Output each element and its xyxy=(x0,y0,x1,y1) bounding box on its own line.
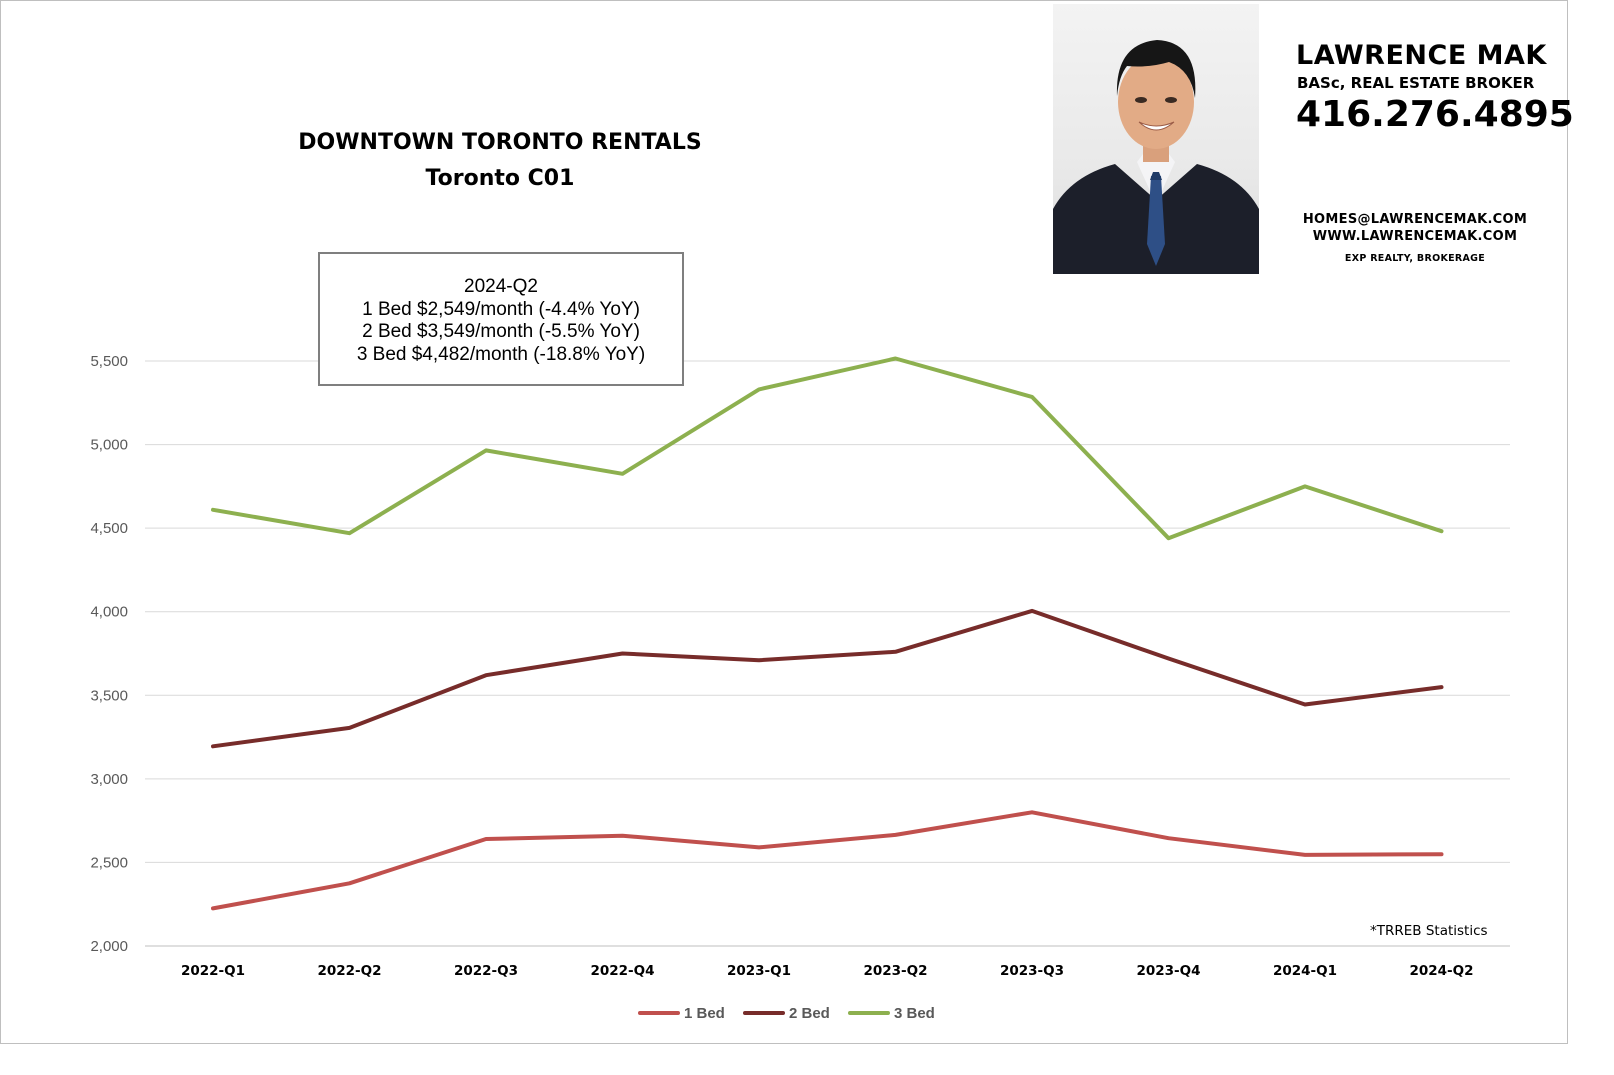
agent-website: WWW.LAWRENCEMAK.COM xyxy=(1312,229,1518,244)
legend-label-3-bed: 3 Bed xyxy=(894,1004,935,1022)
agent-email: HOMES@LAWRENCEMAK.COM xyxy=(1302,212,1528,227)
y-tick-label: 5,000 xyxy=(90,437,128,454)
x-tick-label: 2022-Q2 xyxy=(317,963,381,979)
x-tick-label: 2024-Q2 xyxy=(1409,963,1473,979)
annotation-box: 2024-Q2 1 Bed $2,549/month (-4.4% YoY) 2… xyxy=(318,252,684,386)
legend-item-2-bed: 2 Bed xyxy=(743,1003,830,1023)
legend-label-1-bed: 1 Bed xyxy=(684,1004,725,1022)
legend: 1 Bed 2 Bed 3 Bed xyxy=(0,1003,1568,1023)
annotation-3-bed: 3 Bed $4,482/month (-18.8% YoY) xyxy=(356,343,646,365)
agent-name: LAWRENCE MAK xyxy=(1296,40,1547,71)
legend-swatch-3-bed xyxy=(848,1011,890,1015)
x-tick-label: 2023-Q4 xyxy=(1136,963,1200,979)
legend-label-2-bed: 2 Bed xyxy=(789,1004,830,1022)
y-tick-label: 2,000 xyxy=(90,938,128,955)
x-tick-label: 2022-Q3 xyxy=(454,963,518,979)
x-tick-label: 2024-Q1 xyxy=(1273,963,1337,979)
chart-subtitle: Toronto C01 xyxy=(425,166,575,191)
agent-portrait-image xyxy=(1053,40,1259,274)
legend-item-1-bed: 1 Bed xyxy=(638,1003,725,1023)
source-note: *TRREB Statistics xyxy=(1370,923,1488,939)
chart-title: DOWNTOWN TORONTO RENTALS xyxy=(298,130,702,155)
series-line-3-bed xyxy=(211,356,1444,541)
y-tick-label: 3,500 xyxy=(90,687,128,704)
y-tick-label: 4,500 xyxy=(90,520,128,537)
x-axis-tick-labels: 2022-Q1 2022-Q2 2022-Q3 2022-Q4 2023-Q1 2023-… xyxy=(181,963,1474,979)
gridlines xyxy=(145,360,1510,947)
agent-credentials: BASc, REAL ESTATE BROKER xyxy=(1297,74,1535,92)
agent-phone: 416.276.4895 xyxy=(1296,94,1574,135)
x-tick-label: 2023-Q2 xyxy=(863,963,927,979)
chart-plot-area: 2,000 2,500 3,000 3,500 4,000 4,500 5,000 5,500… xyxy=(90,353,1510,979)
y-tick-label: 4,000 xyxy=(90,604,128,621)
legend-item-3-bed: 3 Bed xyxy=(848,1003,935,1023)
legend-swatch-2-bed xyxy=(743,1011,785,1015)
series-lines xyxy=(211,356,1444,911)
y-tick-label: 2,500 xyxy=(90,854,128,871)
y-axis-tick-labels: 2,000 2,500 3,000 3,500 4,000 4,500 5,000 5,500 xyxy=(90,353,128,955)
annotation-period: 2024-Q2 xyxy=(464,276,538,297)
x-tick-label: 2023-Q3 xyxy=(1000,963,1064,979)
agent-brokerage: EXP REALTY, BROKERAGE xyxy=(1344,253,1486,264)
x-tick-label: 2022-Q4 xyxy=(590,963,654,979)
x-tick-label: 2022-Q1 xyxy=(181,963,245,979)
y-tick-label: 3,000 xyxy=(90,771,128,788)
annotation-2-bed: 2 Bed $3,549/month (-5.5% YoY) xyxy=(362,321,640,342)
series-line-2-bed xyxy=(211,608,1444,749)
annotation-1-bed: 1 Bed $2,549/month (-4.4% YoY) xyxy=(362,298,640,320)
series-line-1-bed xyxy=(211,810,1444,911)
x-tick-label: 2023-Q1 xyxy=(727,963,791,979)
agent-photo xyxy=(1053,4,1259,274)
legend-swatch-1-bed xyxy=(638,1011,680,1015)
chart-frame xyxy=(0,0,1568,1044)
y-tick-label: 5,500 xyxy=(90,353,128,370)
